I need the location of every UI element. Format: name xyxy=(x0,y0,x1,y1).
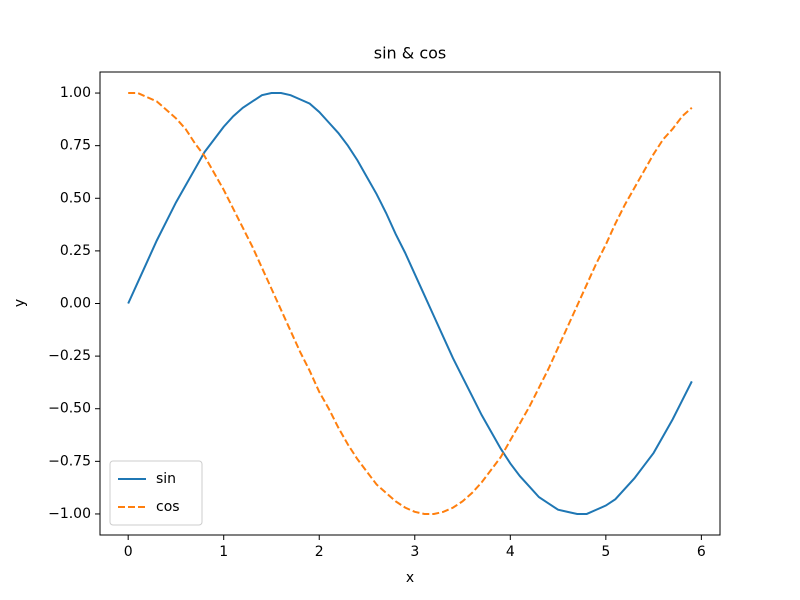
y-axis-label: y xyxy=(12,299,28,307)
series-line xyxy=(127,92,693,515)
x-tick-label: 4 xyxy=(506,544,515,560)
x-tick-label: 5 xyxy=(601,544,610,560)
legend-box xyxy=(109,460,203,526)
x-tick-label: 2 xyxy=(315,544,324,560)
x-tick-label: 0 xyxy=(124,544,133,560)
x-tick-label: 1 xyxy=(219,544,228,560)
legend-label: sin xyxy=(156,471,176,487)
y-tick-label: −0.50 xyxy=(48,401,91,417)
x-tick-label: 6 xyxy=(697,544,706,560)
y-tick-label: 0.25 xyxy=(60,243,91,259)
x-tick-label: 3 xyxy=(410,544,419,560)
y-tick-label: −1.00 xyxy=(48,506,91,522)
plot-frame xyxy=(99,71,721,536)
y-tick-label: 1.00 xyxy=(60,85,91,101)
y-tick-label: −0.75 xyxy=(48,453,91,469)
y-tick-label: 0.00 xyxy=(60,296,91,312)
y-tick-label: 0.50 xyxy=(60,190,91,206)
legend-label: cos xyxy=(156,499,180,515)
y-tick-label: −0.25 xyxy=(48,348,91,364)
x-axis-label: x xyxy=(406,570,414,586)
y-tick-label: 0.75 xyxy=(60,138,91,154)
series-line xyxy=(128,92,693,515)
chart-title: sin & cos xyxy=(374,44,447,63)
